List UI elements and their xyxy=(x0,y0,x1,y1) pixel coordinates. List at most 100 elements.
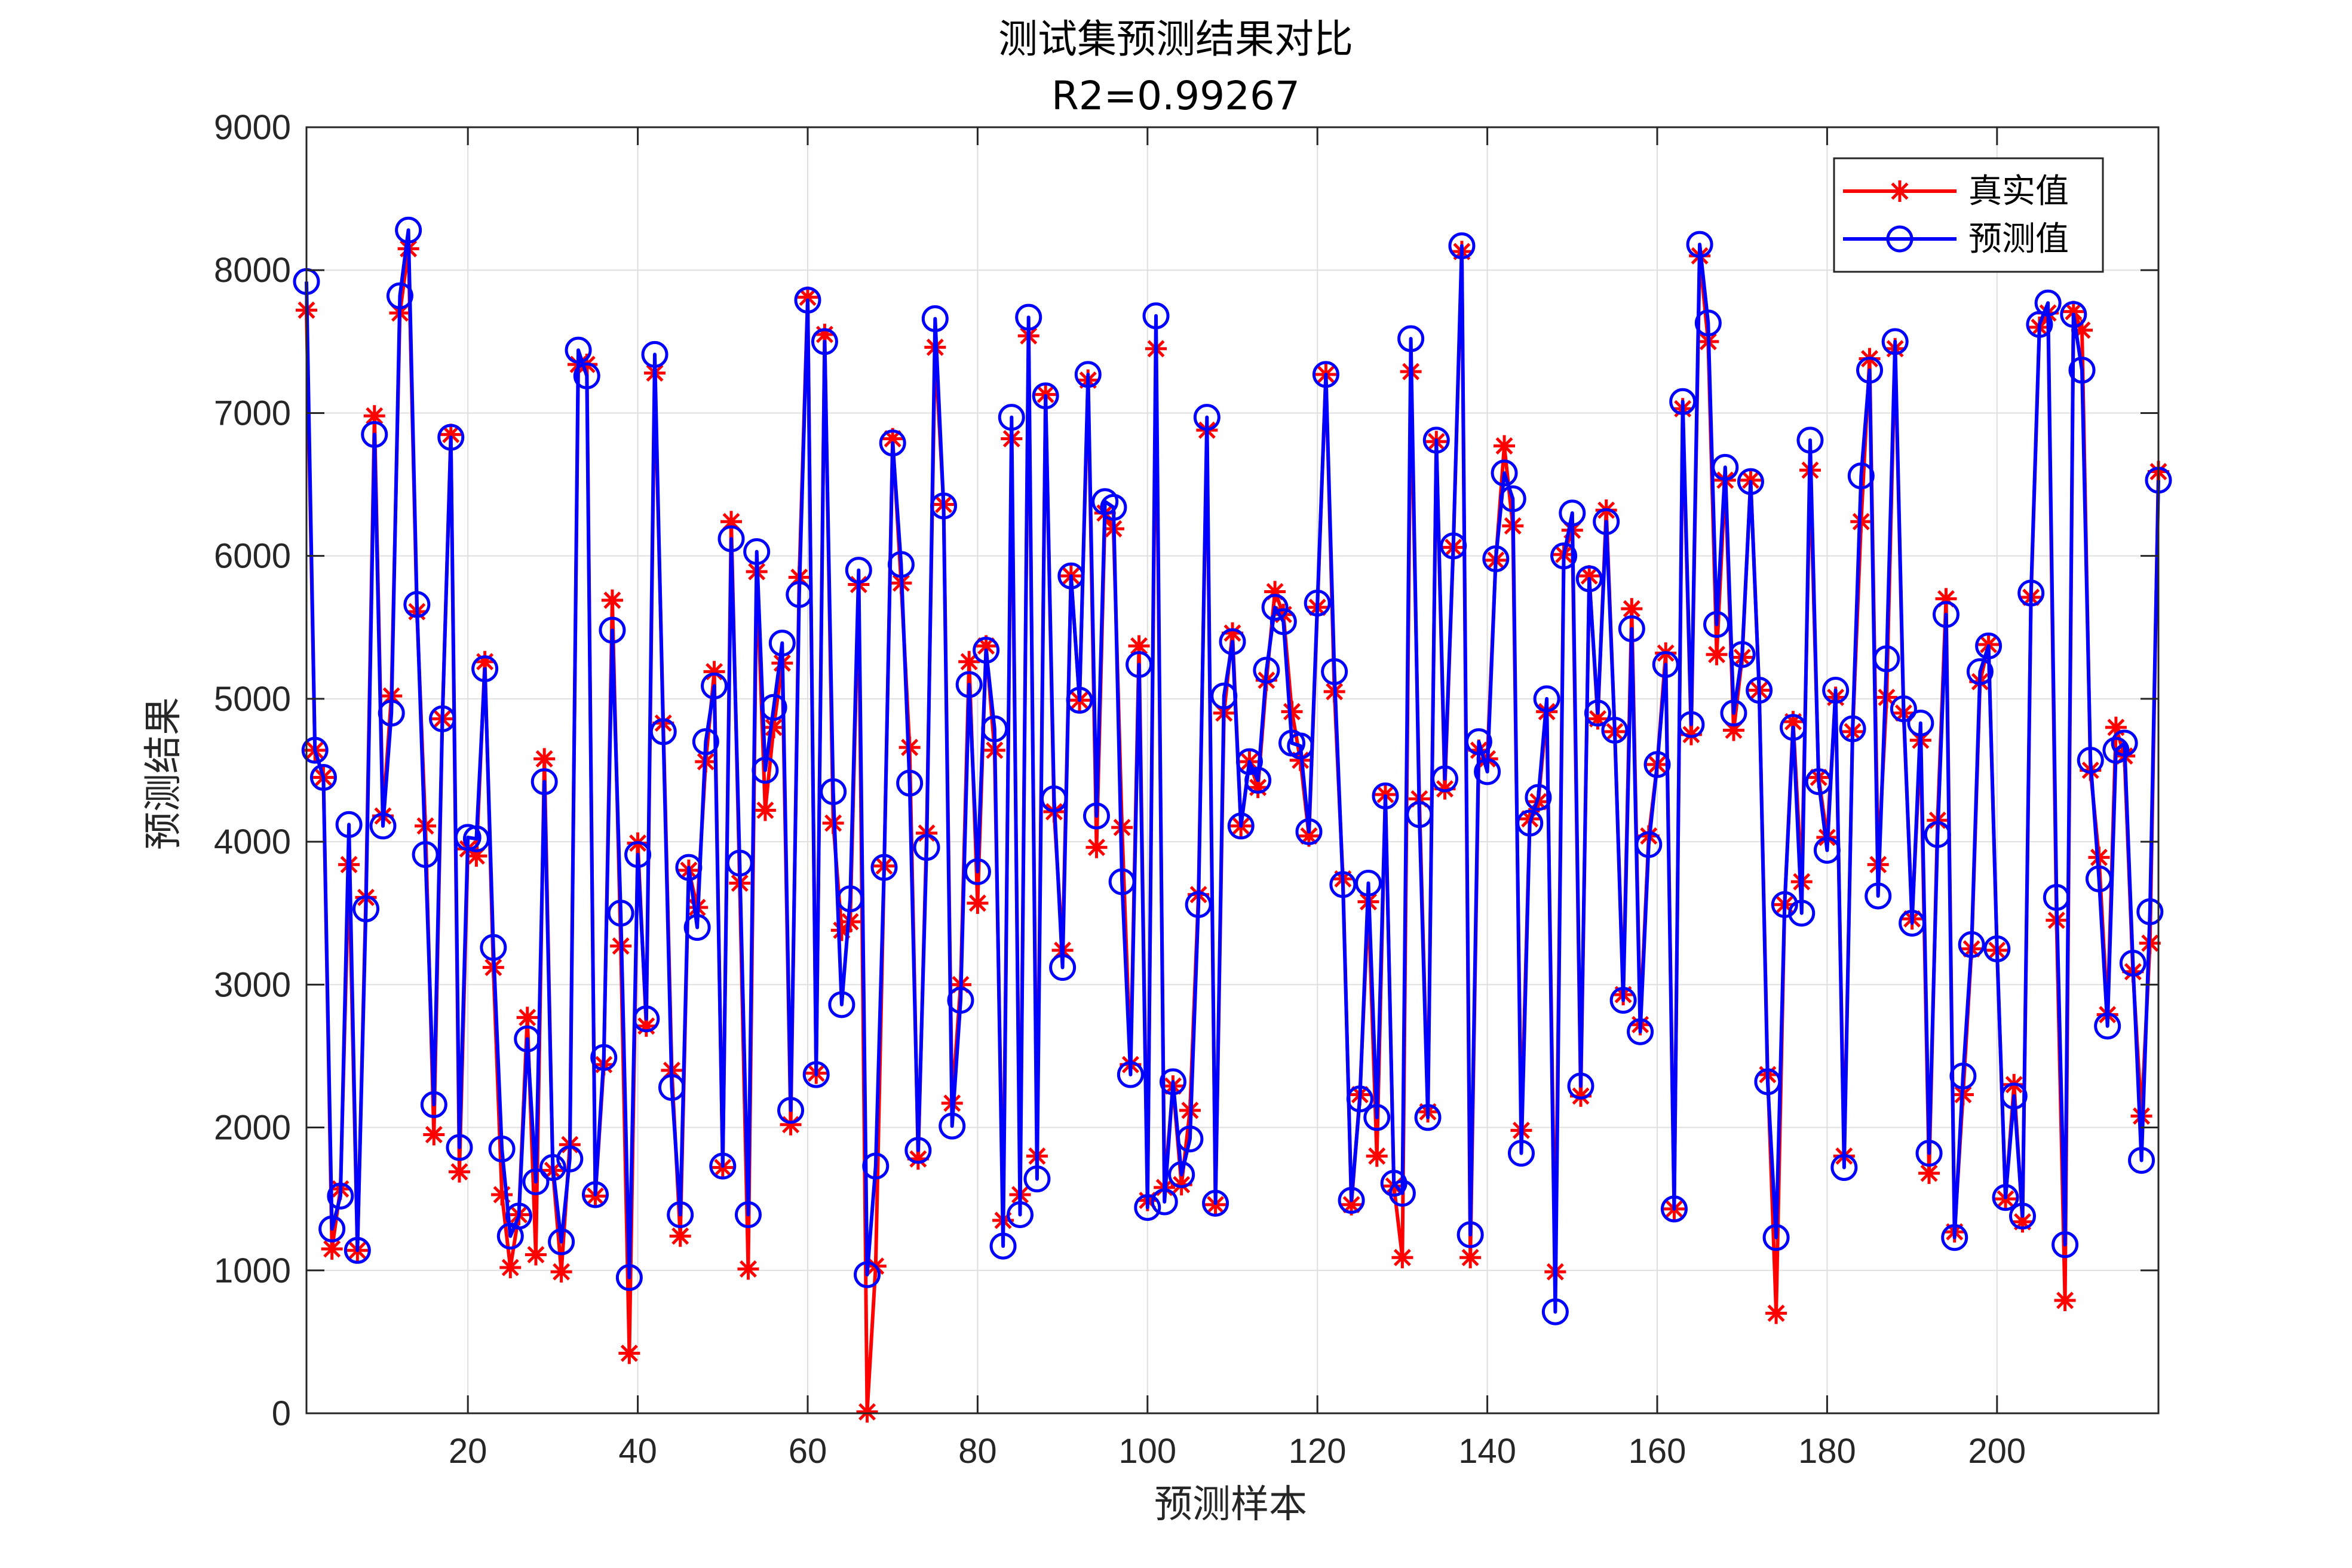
data-point-predicted-value xyxy=(1244,766,1272,794)
data-point-predicted-value xyxy=(590,1044,618,1071)
data-point-predicted-value xyxy=(717,525,745,553)
data-point-true-value xyxy=(1494,435,1516,457)
data-point-predicted-value xyxy=(1635,831,1663,858)
data-point-predicted-value xyxy=(1474,758,1501,785)
data-point-predicted-value xyxy=(352,895,380,923)
data-point-predicted-value xyxy=(2008,1202,2036,1230)
data-point-predicted-value xyxy=(1873,645,1900,673)
asterisk-stroke xyxy=(671,1227,689,1245)
data-point-true-value xyxy=(550,1261,572,1283)
data-point-true-value xyxy=(423,1124,445,1146)
data-point-predicted-value xyxy=(429,705,456,732)
data-point-true-value xyxy=(1391,1247,1413,1269)
asterisk-stroke xyxy=(603,591,621,609)
data-point-predicted-value xyxy=(1355,869,1382,897)
data-point-predicted-value xyxy=(1499,485,1526,513)
data-point-predicted-value xyxy=(2136,898,2164,925)
data-point-predicted-value xyxy=(675,854,703,881)
asterisk-stroke xyxy=(968,894,986,912)
data-point-predicted-value xyxy=(683,914,711,941)
data-point-predicted-value xyxy=(862,1152,890,1180)
data-point-predicted-value xyxy=(870,854,898,881)
series-layer xyxy=(293,216,2172,1423)
data-point-predicted-value xyxy=(701,672,728,699)
data-point-predicted-value xyxy=(599,616,626,644)
asterisk-stroke xyxy=(366,407,384,425)
data-point-predicted-value xyxy=(2085,865,2112,892)
data-point-predicted-value xyxy=(879,429,906,457)
y-tick-label: 9000 xyxy=(214,108,291,147)
data-point-predicted-value xyxy=(1949,1062,1977,1090)
asterisk-stroke xyxy=(1682,726,1700,744)
data-point-predicted-value xyxy=(1100,493,1127,521)
asterisk-stroke xyxy=(1767,1305,1785,1322)
data-point-predicted-value xyxy=(1669,388,1697,415)
data-point-predicted-value xyxy=(2052,1231,2079,1259)
asterisk-stroke xyxy=(620,1345,638,1363)
data-point-predicted-value xyxy=(1210,682,1238,710)
data-point-predicted-value xyxy=(1083,802,1110,830)
data-point-predicted-value xyxy=(1185,891,1212,918)
data-point-predicted-value xyxy=(845,557,872,584)
asterisk-stroke xyxy=(1283,702,1301,720)
asterisk-stroke xyxy=(425,1126,443,1144)
data-point-predicted-value xyxy=(802,1061,830,1088)
data-point-predicted-value xyxy=(1975,632,2003,659)
data-point-predicted-value xyxy=(1652,650,1679,678)
data-point-predicted-value xyxy=(1567,1072,1594,1100)
data-point-predicted-value xyxy=(361,421,388,448)
data-point-predicted-value xyxy=(1388,1180,1416,1207)
data-point-predicted-value xyxy=(794,286,821,314)
asterisk-stroke xyxy=(1223,624,1241,642)
data-point-predicted-value xyxy=(2102,737,2130,764)
data-point-predicted-value xyxy=(904,1137,932,1164)
data-point-predicted-value xyxy=(1422,426,1450,454)
data-point-predicted-value xyxy=(1601,717,1629,744)
data-point-predicted-value xyxy=(1295,818,1323,845)
data-point-predicted-value xyxy=(522,1168,550,1195)
x-tick-label: 120 xyxy=(1289,1432,1347,1471)
x-tick-label: 80 xyxy=(958,1432,997,1471)
data-point-true-value xyxy=(1706,643,1728,665)
data-point-predicted-value xyxy=(811,328,838,355)
data-point-predicted-value xyxy=(896,769,924,797)
data-point-predicted-value xyxy=(1074,361,1102,388)
data-point-predicted-value xyxy=(395,216,422,244)
data-point-predicted-value xyxy=(2111,729,2138,757)
data-point-predicted-value xyxy=(921,305,949,333)
data-point-predicted-value xyxy=(420,1091,447,1118)
data-point-predicted-value xyxy=(1550,542,1578,570)
data-point-predicted-value xyxy=(1813,836,1841,864)
asterisk-stroke xyxy=(858,1403,876,1421)
data-point-predicted-value xyxy=(633,1005,660,1033)
ticks: 20 40 60 80 100 120 140 160 180 20001000200030004… xyxy=(214,108,2158,1471)
data-point-predicted-value xyxy=(1525,784,1552,811)
data-point-predicted-value xyxy=(309,763,337,791)
data-point-predicted-value xyxy=(1516,809,1544,837)
asterisk-stroke xyxy=(1087,839,1105,857)
data-point-predicted-value xyxy=(1899,909,1926,937)
data-point-true-value xyxy=(967,892,989,914)
data-point-predicted-value xyxy=(1269,608,1297,636)
asterisk-stroke xyxy=(501,1259,519,1277)
data-point-predicted-value xyxy=(981,715,1008,742)
data-point-predicted-value xyxy=(1372,783,1399,810)
legend-marker-pred xyxy=(1886,225,1914,253)
x-tick-label: 40 xyxy=(618,1432,657,1471)
y-tick-label: 5000 xyxy=(214,680,291,719)
data-point-predicted-value xyxy=(1304,590,1331,617)
data-point-predicted-value xyxy=(1941,1224,1968,1251)
data-point-predicted-value xyxy=(1023,1165,1051,1193)
y-tick-label: 8000 xyxy=(214,251,291,290)
data-point-predicted-value xyxy=(1762,1224,1790,1251)
data-point-predicted-value xyxy=(471,655,499,683)
data-point-predicted-value xyxy=(786,581,813,608)
data-point-predicted-value xyxy=(658,1074,685,1101)
data-point-true-value xyxy=(737,1258,759,1280)
data-point-predicted-value xyxy=(505,1202,533,1230)
data-point-predicted-value xyxy=(1660,1195,1688,1223)
data-point-predicted-value xyxy=(1193,404,1221,431)
data-point-predicted-value xyxy=(2128,1147,2155,1174)
data-point-true-value xyxy=(839,911,861,933)
data-point-predicted-value xyxy=(1703,610,1731,638)
